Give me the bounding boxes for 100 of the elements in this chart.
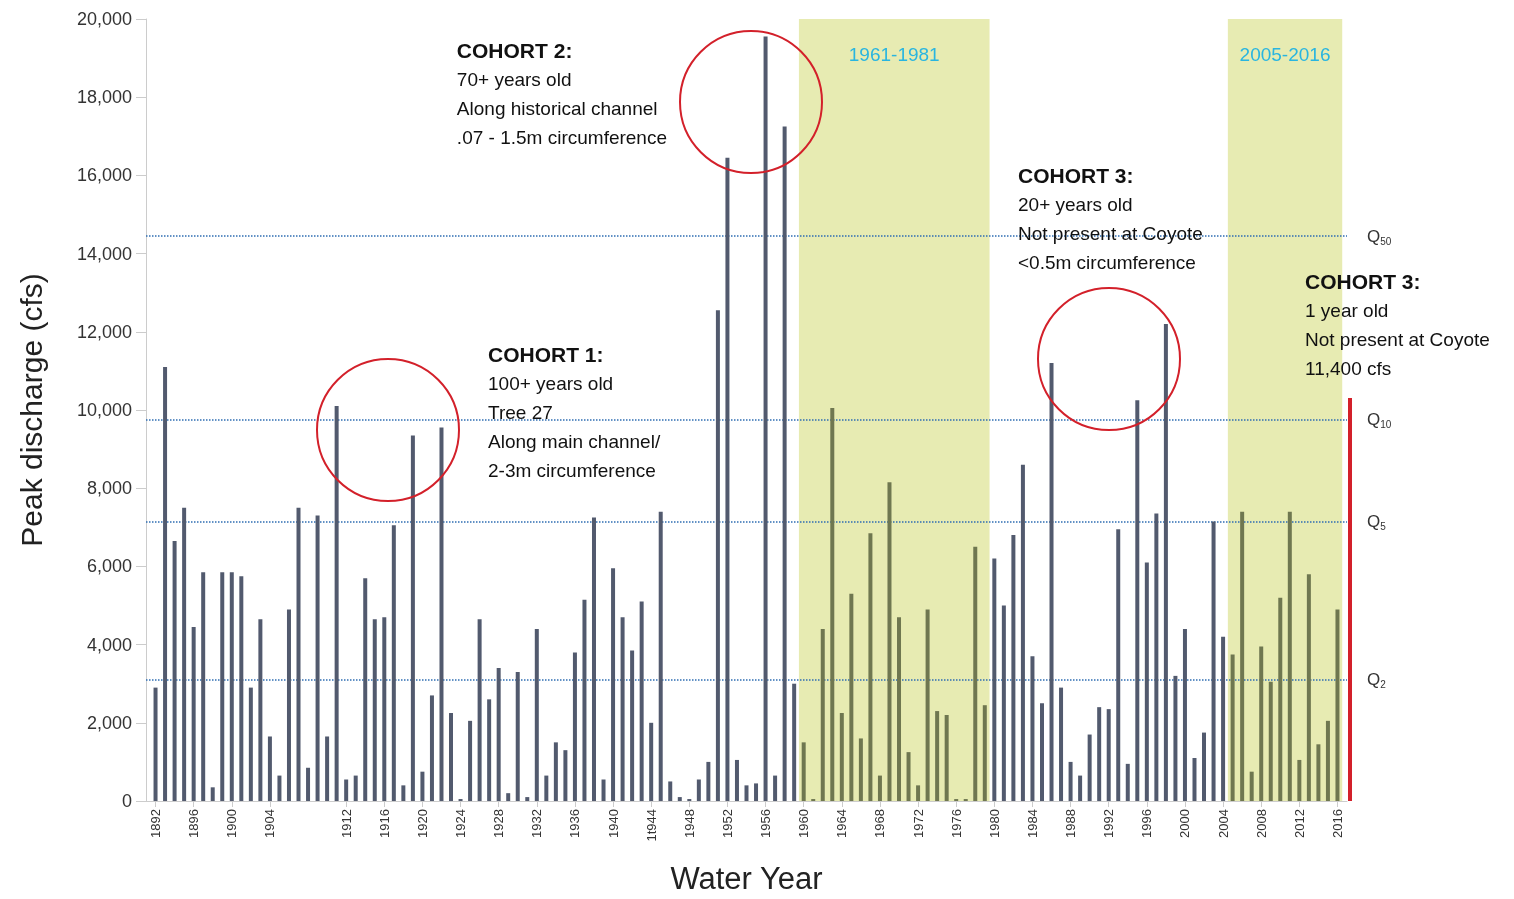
bar: [830, 408, 835, 801]
bar: [391, 525, 396, 801]
bar: [1202, 732, 1207, 801]
bar: [1173, 675, 1178, 801]
bar: [372, 619, 377, 801]
bar: [1259, 646, 1264, 801]
x-axis-title: Water Year: [670, 861, 823, 896]
annotation: COHORT 3: 20+ years old Not present at Coyote <0.5m circumference: [1018, 164, 1203, 273]
bar: [229, 572, 234, 801]
bar: [696, 779, 701, 801]
y-tick-label: 16,000: [76, 165, 132, 186]
bar: [182, 507, 187, 801]
bar: [496, 668, 501, 801]
bar: [363, 578, 368, 801]
bar: [744, 785, 749, 801]
bar: [172, 540, 177, 801]
bar: [258, 619, 263, 801]
bar: [668, 781, 673, 801]
bar: [1068, 761, 1073, 801]
bar: [1335, 609, 1340, 801]
bar: [1249, 771, 1254, 801]
bar: [858, 738, 863, 801]
bar: [1316, 744, 1321, 801]
bar: [153, 687, 158, 801]
bar: [210, 787, 215, 801]
annotation: COHORT 1: 100+ years old Tree 27 Along main channel/ 2-3m circumference: [488, 343, 661, 481]
bar: [1087, 734, 1092, 801]
bar: [325, 736, 330, 801]
bar: [1097, 707, 1102, 801]
x-tick-label: 1936: [567, 809, 583, 838]
bar: [1306, 574, 1311, 801]
bar: [1325, 720, 1330, 801]
bar: [468, 720, 473, 801]
bar: [201, 572, 206, 801]
bar: [849, 593, 854, 801]
bar: [1154, 513, 1159, 801]
x-tick-label: 1960: [796, 809, 812, 838]
bar: [677, 797, 682, 801]
bar: [1221, 636, 1226, 801]
bar: [897, 617, 902, 801]
bar: [315, 515, 320, 801]
bar: [1135, 400, 1140, 801]
bar: [916, 785, 921, 801]
bar: [734, 759, 739, 801]
bar: [296, 507, 301, 801]
bar: [525, 797, 530, 801]
bar: [935, 711, 940, 801]
bar: [801, 742, 806, 801]
bar: [601, 779, 606, 801]
annotation: COHORT 2: 70+ years old Along historical channel .07 - 1.5m circumference: [456, 39, 668, 148]
bar: [1030, 656, 1035, 801]
bar: [782, 126, 787, 801]
bar: [534, 628, 539, 801]
bar: [248, 687, 253, 801]
x-tick-label: 1932: [529, 809, 545, 838]
bar: [944, 714, 949, 801]
bar: [1116, 529, 1121, 801]
bar: [1268, 681, 1273, 801]
bar: [725, 157, 730, 801]
bar: [506, 793, 511, 801]
bar: [163, 366, 168, 801]
bar: [449, 713, 454, 801]
bar: [544, 775, 549, 801]
x-tick-label: 1952: [719, 809, 735, 838]
bar: [763, 36, 768, 801]
bar: [982, 705, 987, 801]
x-tick-label: 1968: [872, 809, 888, 838]
y-tick-label: 14,000: [76, 243, 132, 264]
bar: [620, 617, 625, 801]
bar: [477, 619, 482, 801]
bar: [1011, 535, 1016, 801]
bar: [1106, 709, 1111, 801]
x-tick-label: 1948: [681, 809, 697, 838]
x-tick-label: 1900: [224, 809, 240, 838]
bar: [754, 783, 759, 801]
bar: [553, 742, 558, 801]
bar: [1001, 605, 1006, 801]
bar: [239, 576, 244, 801]
bar: [1287, 511, 1292, 801]
bar: [267, 736, 272, 801]
x-tick-label: 1904: [262, 809, 278, 838]
x-tick-label: 1892: [148, 809, 164, 838]
x-tick-label: 2012: [1291, 809, 1307, 838]
y-tick-label: 6,000: [86, 556, 132, 577]
x-tick-label: 1924: [453, 809, 469, 838]
bar: [611, 568, 616, 801]
bar: [582, 599, 587, 801]
band-label: 1961-1981: [848, 44, 940, 65]
y-tick-label: 4,000: [86, 634, 132, 655]
bar: [877, 775, 882, 801]
bar: [658, 511, 663, 801]
bar: [220, 572, 225, 801]
bar: [1049, 363, 1054, 801]
x-tick-label: 1956: [758, 809, 774, 838]
x-tick-label: 1964: [834, 809, 850, 838]
bar: [992, 558, 997, 801]
x-tick-label: 1896: [186, 809, 202, 838]
annotation: COHORT 3: 1 year old Not present at Coyote 11,400 cfs: [1305, 270, 1490, 379]
bar: [649, 722, 654, 801]
y-tick-label: 10,000: [76, 400, 132, 420]
